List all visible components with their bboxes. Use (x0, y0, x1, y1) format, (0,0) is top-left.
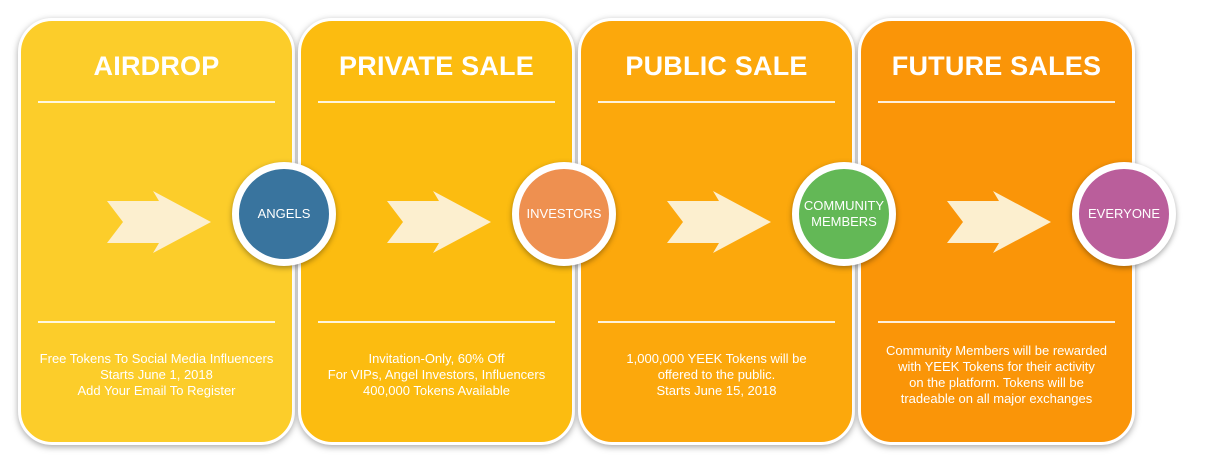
divider (878, 101, 1115, 103)
stage-title: FUTURE SALES (891, 51, 1102, 81)
description-line: 400,000 Tokens Available (363, 383, 510, 398)
description-line: Community Members will be rewarded (885, 343, 1108, 358)
stage-title: PUBLIC SALE (625, 51, 808, 81)
description-line: on the platform. Tokens will be (909, 375, 1084, 390)
arrow-right-icon (667, 191, 771, 253)
arrow-right-icon (387, 191, 491, 253)
divider (598, 101, 835, 103)
arrow-right-icon (947, 191, 1051, 253)
description-line: For VIPs, Angel Investors, Influencers (327, 367, 546, 382)
stage-description: Community Members will be rewarded with … (869, 343, 1124, 407)
divider (38, 321, 275, 323)
divider (878, 321, 1115, 323)
description-line: Invitation-Only, 60% Off (368, 351, 505, 366)
badge-label: INVESTORS (526, 206, 602, 221)
description-line: with YEEK Tokens for their activity (898, 359, 1095, 374)
divider (598, 321, 835, 323)
description-line: Starts June 1, 2018 (100, 367, 213, 382)
divider (318, 321, 555, 323)
badge-label: MEMBERS (811, 214, 877, 229)
badge-everyone: EVERYONE (1072, 162, 1176, 266)
description-line: 1,000,000 YEEK Tokens will be (626, 351, 807, 366)
stage-description: Free Tokens To Social Media Influencers … (29, 351, 284, 399)
badge-label: ANGELS (257, 206, 311, 221)
arrow-right-icon (107, 191, 211, 253)
stage-title: PRIVATE SALE (339, 51, 534, 81)
description-line: offered to the public. (657, 367, 776, 382)
badge-investors: INVESTORS (512, 162, 616, 266)
divider (38, 101, 275, 103)
badge-label: COMMUNITY (803, 198, 885, 213)
divider (318, 101, 555, 103)
badge-angels: ANGELS (232, 162, 336, 266)
description-line: tradeable on all major exchanges (900, 391, 1093, 406)
stage-description: 1,000,000 YEEK Tokens will be offered to… (589, 351, 844, 399)
stage-title: AIRDROP (93, 51, 220, 81)
badge-label: EVERYONE (1087, 206, 1160, 221)
description-line: Free Tokens To Social Media Influencers (39, 351, 274, 366)
description-line: Starts June 15, 2018 (656, 383, 777, 398)
description-line: Add Your Email To Register (77, 383, 236, 398)
badge-community-members: COMMUNITY MEMBERS (792, 162, 896, 266)
stage-description: Invitation-Only, 60% Off For VIPs, Angel… (309, 351, 564, 399)
